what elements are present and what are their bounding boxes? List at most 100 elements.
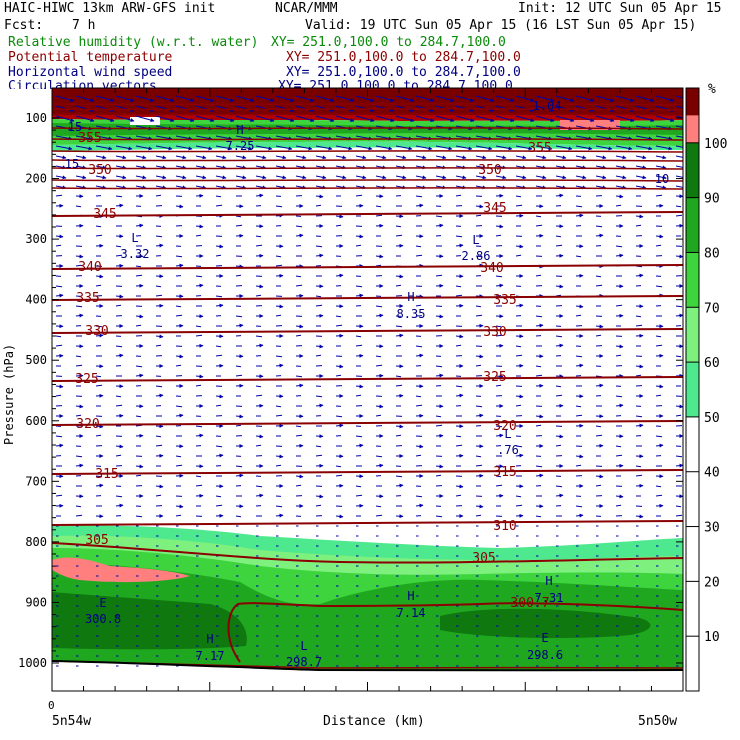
wind-vector	[255, 434, 264, 439]
wind-vector	[235, 264, 244, 269]
wind-vector	[315, 175, 327, 180]
wind-vector	[175, 263, 184, 268]
wind-vector	[575, 414, 583, 417]
wind-vector	[375, 145, 393, 151]
wind-vector	[675, 145, 683, 148]
theta-contour	[52, 264, 683, 270]
wind-vector	[335, 224, 342, 227]
wind-vector	[255, 105, 275, 112]
wind-vector	[415, 145, 433, 151]
wind-vector	[175, 255, 183, 258]
wind-vector	[295, 375, 303, 378]
theta-contour	[52, 469, 683, 475]
wind-vector	[95, 115, 115, 122]
wind-vector	[495, 115, 515, 122]
wind-vector	[615, 395, 623, 398]
wind-vector	[535, 274, 542, 277]
wind-vector	[255, 155, 267, 160]
wind-vector	[55, 293, 64, 298]
wind-vector	[255, 193, 264, 198]
colorbar: 10 20 30 40 50 60 70 80 90 100	[685, 87, 727, 692]
wind-vector	[175, 405, 183, 408]
wind-vector	[75, 175, 87, 180]
wind-vector	[495, 95, 515, 102]
wind-vector	[595, 383, 604, 388]
wind-vector	[235, 323, 244, 328]
wind-vector	[155, 444, 163, 447]
wind-vector	[595, 474, 604, 479]
wind-vector	[455, 175, 467, 180]
wind-vector	[135, 515, 143, 518]
field-theta-xy: XY= 251.0,100.0 to 284.7,100.0	[286, 50, 521, 65]
y-tick-label: 100	[25, 111, 47, 125]
wind-vector	[415, 395, 422, 398]
wind-vector	[75, 264, 82, 267]
wind-vector	[115, 503, 124, 508]
wind-vector	[175, 204, 184, 209]
wind-vector	[235, 515, 242, 518]
wind-vector	[515, 495, 522, 498]
wind-vector	[315, 494, 324, 499]
wind-vector	[455, 194, 462, 197]
wind-vector	[415, 203, 424, 208]
wind-vector	[435, 175, 447, 180]
wind-vector	[315, 95, 335, 102]
wind-vector	[355, 145, 373, 151]
wind-vector	[175, 455, 182, 458]
colorbar-tick-label: 30	[704, 521, 720, 536]
wind-vector	[655, 485, 662, 488]
wind-vector	[395, 145, 413, 151]
wind-vector	[115, 454, 122, 457]
wind-vector	[195, 334, 203, 337]
wind-vector	[115, 115, 135, 122]
wind-vector	[315, 304, 323, 307]
wind-vector	[475, 175, 487, 180]
wind-vector	[655, 155, 667, 160]
extremum-value: 298.6	[527, 648, 563, 662]
wind-vector	[615, 445, 622, 448]
theta-label: 310	[493, 519, 516, 534]
extremum-letter: L	[131, 231, 138, 245]
wind-vector	[355, 443, 364, 448]
wind-vector	[375, 175, 387, 180]
extremum-letter: H	[545, 574, 552, 588]
wind-vector	[395, 434, 402, 437]
wind-vector	[535, 155, 547, 160]
wind-vector	[575, 105, 595, 112]
wind-vector	[475, 514, 482, 517]
wind-vector	[535, 465, 543, 468]
wind-vector	[635, 95, 655, 102]
wind-vector	[495, 433, 504, 438]
wind-vector	[115, 245, 122, 248]
theta-contour	[52, 211, 683, 217]
wind-vector	[195, 165, 207, 170]
wind-vector	[595, 145, 613, 151]
wind-vector	[295, 334, 302, 337]
wind-vector	[115, 165, 127, 170]
wind-vector	[375, 404, 384, 409]
wind-vector	[95, 234, 103, 237]
wind-vector	[135, 145, 153, 151]
wind-vector	[335, 175, 347, 180]
wind-vector	[395, 375, 402, 378]
wind-vector	[635, 145, 653, 151]
wind-vector	[95, 384, 103, 387]
wind-vector	[455, 334, 464, 339]
wind-vector	[195, 224, 204, 229]
wind-vector	[75, 505, 82, 508]
wind-vector	[555, 145, 573, 151]
wind-vector	[275, 414, 283, 417]
wind-vector	[495, 374, 504, 379]
wind-vector	[55, 145, 73, 151]
wind-vector	[675, 135, 683, 138]
wind-vector	[515, 404, 522, 407]
wind-vector	[215, 354, 223, 357]
wind-vector	[415, 444, 424, 449]
wind-vector	[275, 505, 283, 508]
wind-vector	[335, 474, 343, 477]
wind-vector	[275, 255, 282, 258]
wind-vector	[555, 485, 563, 488]
wind-vector	[215, 175, 227, 180]
wind-vector	[95, 95, 115, 102]
wind-vector	[235, 135, 253, 141]
